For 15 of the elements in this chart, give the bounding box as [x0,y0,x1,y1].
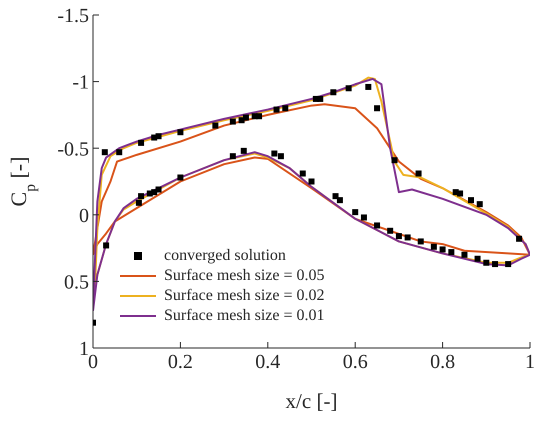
y-tick-label: -1.5 [57,5,89,28]
x-tick-label: 0.8 [430,351,456,374]
legend-label: Surface mesh size = 0.02 [164,286,325,306]
y-tick-label: -1 [72,72,89,94]
legend-label: Surface mesh size = 0.05 [164,266,325,286]
x-tick-label: 0.6 [342,351,368,374]
legend-label: Surface mesh size = 0.01 [164,306,325,326]
x-axis-title: x/c [-] [286,389,338,413]
y-tick-label: 0.5 [64,272,89,294]
x-tick-label: 1 [525,351,535,374]
y-tick-label: 0 [79,204,89,227]
legend-label: converged solution [164,246,286,266]
x-tick-label: 0.2 [168,351,193,374]
y-tick-label: -0.5 [57,138,89,160]
x-tick-label: 0.4 [255,351,280,374]
